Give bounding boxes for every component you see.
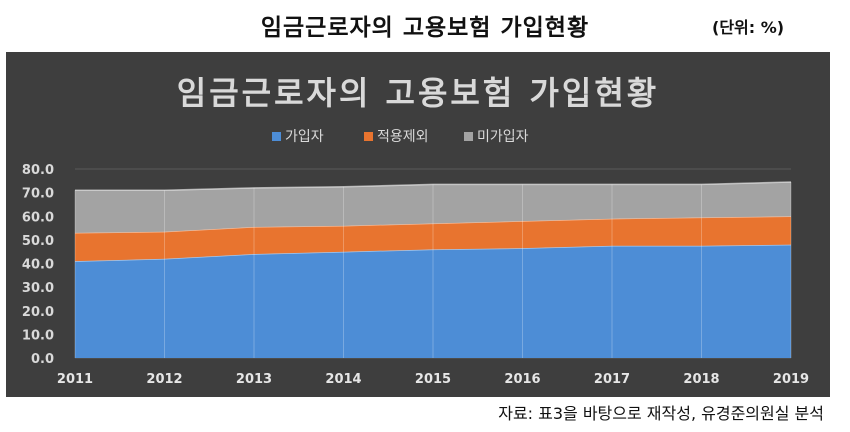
y-tick-label: 30.0 [22,281,54,296]
y-tick-label: 0.0 [31,352,54,367]
stacked-area-chart: 0.0 10.0 20.0 30.0 40.0 50.0 60.0 70.0 80.0 2011… [22,74,809,387]
x-tick-label: 2017 [594,372,630,387]
legend-label: 미가입자 [477,129,529,145]
x-tick-label: 2019 [773,372,809,387]
source-note: 자료: 표3을 바탕으로 재작성, 유경준의원실 분석 [498,404,824,423]
x-tick-label: 2018 [683,372,719,387]
legend-swatch [464,132,473,141]
x-tick-label: 2016 [504,372,540,387]
area-series-3 [75,181,791,233]
legend-label: 가입자 [285,129,324,145]
unit-note: (단위: %) [712,18,785,37]
x-tick-label: 2011 [57,372,93,387]
chart-panel: 0.0 10.0 20.0 30.0 40.0 50.0 60.0 70.0 80.0 2011… [6,52,830,397]
x-tick-label: 2012 [146,372,182,387]
x-tick-label: 2014 [325,372,361,387]
y-tick-label: 20.0 [22,305,54,320]
area-layer [74,181,792,358]
x-tick-label: 2015 [415,372,451,387]
x-tick-label: 2013 [236,372,272,387]
y-tick-label: 10.0 [22,328,54,343]
y-tick-label: 60.0 [22,210,54,225]
area-edge-line [75,181,792,192]
y-axis-ticks: 0.0 10.0 20.0 30.0 40.0 50.0 60.0 70.0 80.0 [22,163,54,367]
y-tick-label: 50.0 [22,234,54,249]
legend-swatch [272,132,281,141]
legend-swatch [364,132,373,141]
x-axis-ticks: 2011 2012 2013 2014 2015 2016 2017 2018 2019 [57,372,809,387]
y-tick-label: 80.0 [22,163,54,178]
y-tick-label: 40.0 [22,258,54,273]
document-title: 임금근로자의 고용보험 가입현황 [260,15,590,41]
area-series-1 [75,244,791,358]
y-tick-label: 70.0 [22,187,54,202]
legend: 가입자 적용제외 미가입자 [272,129,529,145]
chart-title: 임금근로자의 고용보험 가입현황 [177,74,659,112]
legend-label: 적용제외 [377,129,429,145]
